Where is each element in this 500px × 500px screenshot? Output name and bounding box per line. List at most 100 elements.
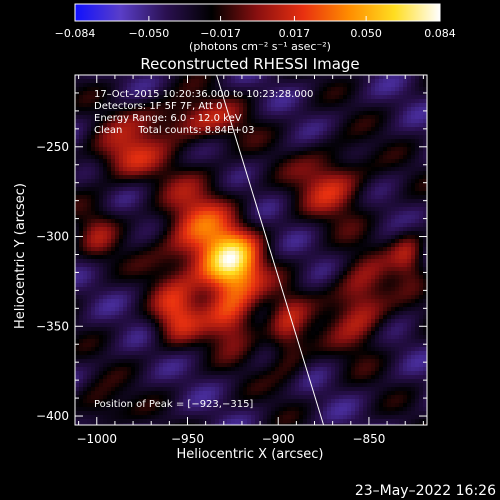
heatmap-cell bbox=[155, 87, 160, 92]
heatmap-cell bbox=[239, 115, 244, 120]
heatmap-cell bbox=[279, 199, 284, 204]
heatmap-cell bbox=[83, 123, 88, 128]
heatmap-cell bbox=[403, 287, 408, 292]
heatmap-cell bbox=[87, 223, 92, 228]
heatmap-cell bbox=[347, 219, 352, 224]
heatmap-cell bbox=[207, 107, 212, 112]
heatmap-cell bbox=[263, 219, 268, 224]
heatmap-cell bbox=[239, 235, 244, 240]
heatmap-cell bbox=[331, 135, 336, 140]
heatmap-cell bbox=[343, 83, 348, 88]
heatmap-cell bbox=[223, 283, 228, 288]
heatmap-cell bbox=[103, 219, 108, 224]
heatmap-cell bbox=[335, 231, 340, 236]
heatmap-cell bbox=[335, 111, 340, 116]
heatmap-cell bbox=[331, 139, 336, 144]
heatmap-cell bbox=[403, 283, 408, 288]
heatmap-cell bbox=[91, 243, 96, 248]
heatmap-cell bbox=[251, 123, 256, 128]
heatmap-cell bbox=[307, 247, 312, 252]
heatmap-cell bbox=[127, 107, 132, 112]
heatmap-cell bbox=[351, 211, 356, 216]
heatmap-cell bbox=[315, 211, 320, 216]
heatmap-cell bbox=[143, 299, 148, 304]
heatmap-cell bbox=[339, 191, 344, 196]
heatmap-cell bbox=[415, 111, 420, 116]
heatmap-cell bbox=[231, 215, 236, 220]
heatmap-cell bbox=[355, 119, 360, 124]
heatmap-cell bbox=[343, 211, 348, 216]
heatmap-cell bbox=[259, 79, 264, 84]
heatmap-cell bbox=[159, 295, 164, 300]
heatmap-cell bbox=[135, 171, 140, 176]
heatmap-cell bbox=[271, 275, 276, 280]
heatmap-cell bbox=[231, 131, 236, 136]
heatmap-cell bbox=[395, 195, 400, 200]
heatmap-cell bbox=[283, 263, 288, 268]
heatmap-cell bbox=[263, 163, 268, 168]
heatmap-cell bbox=[191, 127, 196, 132]
heatmap-cell bbox=[103, 143, 108, 148]
heatmap-cell bbox=[187, 251, 192, 256]
heatmap-cell bbox=[283, 87, 288, 92]
heatmap-cell bbox=[163, 87, 168, 92]
heatmap-cell bbox=[199, 187, 204, 192]
heatmap-cell bbox=[103, 179, 108, 184]
heatmap-cell bbox=[303, 151, 308, 156]
heatmap-cell bbox=[115, 179, 120, 184]
heatmap-cell bbox=[247, 127, 252, 132]
heatmap-cell bbox=[95, 119, 100, 124]
heatmap-cell bbox=[399, 167, 404, 172]
heatmap-cell bbox=[315, 295, 320, 300]
heatmap-cell bbox=[127, 255, 132, 260]
heatmap-cell bbox=[359, 231, 364, 236]
heatmap-cell bbox=[211, 147, 216, 152]
heatmap-cell bbox=[139, 283, 144, 288]
heatmap-cell bbox=[147, 207, 152, 212]
heatmap-cell bbox=[215, 231, 220, 236]
heatmap-cell bbox=[399, 191, 404, 196]
heatmap-cell bbox=[263, 119, 268, 124]
heatmap-cell bbox=[295, 119, 300, 124]
heatmap-cell bbox=[107, 187, 112, 192]
heatmap-cell bbox=[327, 243, 332, 248]
heatmap-cell bbox=[287, 295, 292, 300]
heatmap-cell bbox=[395, 247, 400, 252]
heatmap-cell bbox=[211, 179, 216, 184]
heatmap-cell bbox=[247, 199, 252, 204]
heatmap-cell bbox=[419, 187, 424, 192]
heatmap-cell bbox=[383, 127, 388, 132]
heatmap-cell bbox=[167, 227, 172, 232]
heatmap-cell bbox=[139, 295, 144, 300]
heatmap-cell bbox=[191, 295, 196, 300]
heatmap-cell bbox=[259, 111, 264, 116]
heatmap-cell bbox=[171, 267, 176, 272]
heatmap-cell bbox=[99, 271, 104, 276]
heatmap-cell bbox=[251, 231, 256, 236]
heatmap-cell bbox=[267, 75, 272, 80]
heatmap-cell bbox=[215, 83, 220, 88]
heatmap-cell bbox=[387, 191, 392, 196]
heatmap-cell bbox=[219, 199, 224, 204]
heatmap-cell bbox=[247, 291, 252, 296]
heatmap-cell bbox=[255, 263, 260, 268]
heatmap-cell bbox=[411, 211, 416, 216]
heatmap-cell bbox=[267, 135, 272, 140]
heatmap-cell bbox=[335, 83, 340, 88]
heatmap-cell bbox=[291, 271, 296, 276]
heatmap-cell bbox=[395, 203, 400, 208]
heatmap-cell bbox=[227, 299, 232, 304]
heatmap-cell bbox=[159, 99, 164, 104]
heatmap-cell bbox=[167, 199, 172, 204]
heatmap-cell bbox=[207, 271, 212, 276]
heatmap-cell bbox=[207, 75, 212, 80]
heatmap-cell bbox=[247, 191, 252, 196]
heatmap-cell bbox=[163, 239, 168, 244]
heatmap-cell bbox=[311, 163, 316, 168]
heatmap-cell bbox=[359, 131, 364, 136]
heatmap-cell bbox=[299, 207, 304, 212]
heatmap-cell bbox=[167, 231, 172, 236]
heatmap-cell bbox=[243, 123, 248, 128]
heatmap-cell bbox=[183, 135, 188, 140]
heatmap-cell bbox=[227, 195, 232, 200]
